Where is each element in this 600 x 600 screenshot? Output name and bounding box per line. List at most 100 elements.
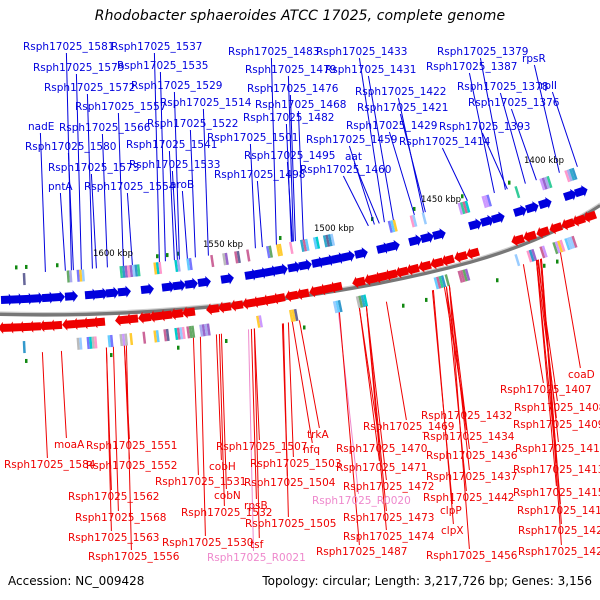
gene-label-rsph17025_1581: Rsph17025_1581 [23, 41, 114, 53]
label-line [86, 93, 93, 269]
tick-mark [508, 180, 511, 185]
gene-label-rsph17025_1474: Rsph17025_1474 [343, 531, 435, 543]
reverse-gene-arrow [138, 311, 152, 324]
label-line [399, 113, 426, 213]
label-line [248, 329, 254, 552]
label-line [432, 289, 454, 525]
label-line [289, 94, 296, 242]
forward-gene-arrow [513, 205, 527, 217]
label-line [448, 285, 470, 550]
gene-label-rsph17025_1533: Rsph17025_1533 [129, 159, 220, 171]
reverse-gene-arrow [92, 316, 106, 329]
gene-label-rsph17025_1568: Rsph17025_1568 [75, 512, 166, 524]
reverse-gene-arrow [395, 266, 409, 279]
forward-gene-arrow [264, 265, 278, 278]
gene-label-rsph17025_1498: Rsph17025_1498 [214, 169, 305, 181]
reverse-gene-arrow [319, 283, 333, 296]
forward-gene-arrow [184, 277, 198, 290]
forward-gene-arrow [94, 287, 108, 300]
gene-label-rsph17025_1424: Rsph17025_1424 [518, 546, 600, 558]
label-line [67, 152, 74, 271]
label-line [291, 321, 313, 444]
gene-label-rsph17025_1378: Rsph17025_1378 [457, 81, 548, 93]
gene-label-nade: nadE [28, 121, 54, 133]
label-line [202, 108, 209, 256]
gene-label-rsph17025_1423: Rsph17025_1423 [518, 525, 600, 537]
color-block [355, 294, 369, 309]
forward-gene-arrow [172, 279, 186, 292]
gene-label-rsph17025_1413: Rsph17025_1413 [513, 464, 600, 476]
gene-label-rsph17025_1379: Rsph17025_1379 [437, 46, 528, 58]
forward-gene-arrow [161, 280, 175, 293]
tick-mark [156, 254, 159, 259]
gene-label-rsph17025_1566: Rsph17025_1566 [59, 122, 151, 134]
gene-label-rsph17025_1505: Rsph17025_1505 [245, 518, 336, 530]
map-title: Rhodobacter sphaeroides ATCC 17025, comp… [94, 8, 506, 24]
forward-gene-arrow [538, 197, 552, 210]
gene-label-trka: trkA [307, 429, 330, 441]
gene-label-rsph17025_1579: Rsph17025_1579 [33, 62, 124, 74]
reverse-gene-arrow [536, 226, 550, 239]
gene-label-rsph17025_1557: Rsph17025_1557 [75, 101, 166, 113]
forward-gene-arrow [376, 242, 390, 254]
gene-label-rsph17025_1541: Rsph17025_1541 [126, 139, 217, 151]
reverse-gene-arrow [72, 317, 86, 330]
gene-label-rsph17025_1552: Rsph17025_1552 [86, 460, 177, 472]
label-line [75, 73, 82, 270]
gene-label-rsph17025_1432: Rsph17025_1432 [421, 410, 512, 422]
forward-gene-arrow [10, 293, 24, 306]
label-line [365, 306, 387, 531]
forward-gene-arrow [117, 285, 131, 298]
color-block [322, 233, 336, 248]
gene-label-hfq: hfq [303, 444, 320, 456]
color-block [332, 299, 343, 314]
label-line [90, 173, 97, 269]
gene-label-rsph17025_1456: Rsph17025_1456 [426, 550, 518, 562]
color-block [514, 254, 521, 267]
reverse-gene-arrow [296, 288, 310, 300]
label-line [367, 75, 394, 221]
genome-summary-text: Topology: circular; Length: 3,217,726 bp… [262, 574, 592, 588]
color-block [312, 236, 321, 250]
gene-label-rsph17025_1393: Rsph17025_1393 [439, 121, 530, 133]
label-line [153, 52, 160, 262]
label-line [298, 320, 320, 429]
color-block [22, 340, 26, 354]
label-line [510, 108, 537, 181]
color-block [186, 325, 196, 339]
color-block [444, 274, 451, 287]
gene-label-rsph17025_1387: Rsph17025_1387 [426, 61, 517, 73]
gene-label-rsph17025_1376: Rsph17025_1376 [468, 97, 560, 109]
label-line [479, 57, 506, 190]
gene-label-rsph17025_1442: Rsph17025_1442 [423, 492, 514, 504]
color-block [186, 257, 193, 271]
gene-label-rsph17025_1408: Rsph17025_1408 [514, 402, 600, 414]
gene-label-rsph17025_1482: Rsph17025_1482 [243, 112, 334, 124]
reverse-gene-arrow [523, 230, 537, 243]
gene-label-tsf: tsf [250, 539, 264, 551]
tick-mark [25, 358, 28, 363]
gene-label-rsph17025_1535: Rsph17025_1535 [117, 60, 208, 72]
reverse-gene-arrow [115, 314, 129, 327]
reverse-gene-arrow [49, 319, 63, 332]
reverse-gene-arrow [309, 285, 323, 298]
forward-gene-arrow [140, 283, 154, 296]
reverse-gene-arrow [125, 313, 139, 326]
color-block [299, 238, 310, 252]
gene-label-rsph17025_1495: Rsph17025_1495 [244, 150, 335, 162]
color-block [421, 212, 428, 225]
kbp-label-1400: 1400 kbp [524, 156, 564, 166]
reverse-gene-arrow [170, 308, 184, 321]
forward-gene-arrow [20, 292, 34, 305]
gene-label-rsph17025_1470: Rsph17025_1470 [336, 443, 427, 455]
gene-label-rsph17025_1479: Rsph17025_1479 [245, 64, 336, 76]
forward-gene-arrow [220, 272, 234, 285]
forward-gene-arrow [432, 228, 446, 240]
gene-label-rsph17025_1529: Rsph17025_1529 [131, 80, 222, 92]
color-block [266, 245, 274, 259]
label-line [125, 345, 132, 551]
label-line [287, 322, 294, 458]
gene-label-rsph17025_1431: Rsph17025_1431 [325, 64, 416, 76]
reverse-gene-arrow [0, 321, 12, 334]
